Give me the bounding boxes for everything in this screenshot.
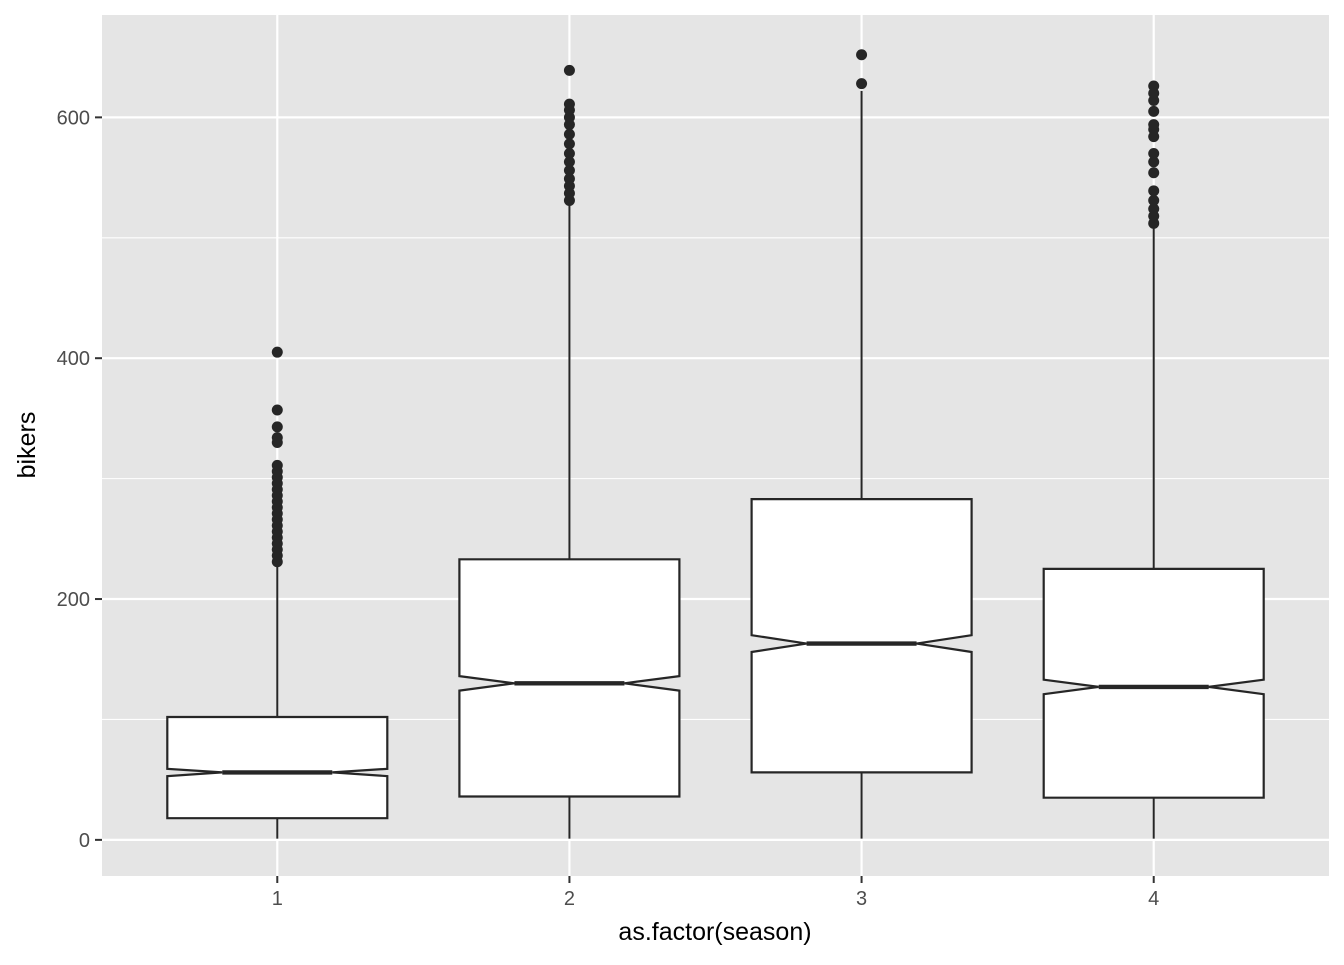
outlier-point	[563, 173, 575, 185]
outlier-point	[563, 147, 575, 159]
notched-box	[1042, 567, 1265, 799]
notched-box	[166, 715, 389, 820]
outlier-point	[1148, 167, 1160, 179]
outlier-point	[1148, 105, 1160, 117]
outlier-point	[271, 404, 283, 416]
outlier-point	[856, 78, 868, 90]
outlier-point	[271, 346, 283, 358]
outlier-point	[856, 49, 868, 61]
outlier-point	[563, 98, 575, 110]
x-tick-label: 4	[1148, 888, 1159, 910]
outlier-point	[563, 156, 575, 168]
box-group-3	[750, 49, 973, 839]
y-tick-label: 0	[79, 830, 90, 852]
notched-box	[750, 498, 973, 774]
box-layer	[166, 49, 1265, 839]
y-axis: 0 200 400 600	[57, 107, 102, 852]
notched-box	[458, 558, 681, 798]
outlier-point	[1148, 194, 1160, 206]
outlier-point	[1148, 80, 1160, 92]
box-group-4	[1042, 80, 1265, 839]
outlier-point	[1148, 185, 1160, 197]
y-tick-label: 600	[57, 107, 90, 129]
outlier-point	[1148, 147, 1160, 159]
outlier-point	[1148, 119, 1160, 131]
outlier-point	[271, 459, 283, 471]
outlier-point	[563, 138, 575, 150]
y-tick-label: 400	[57, 348, 90, 370]
y-axis-title: bikers	[13, 412, 41, 479]
x-tick-label: 3	[856, 888, 867, 910]
outlier-point	[271, 421, 283, 433]
outlier-point	[563, 128, 575, 140]
outlier-point	[1148, 156, 1160, 168]
box-group-2	[458, 64, 681, 839]
outlier-point	[563, 64, 575, 76]
outlier-point	[1148, 203, 1160, 215]
x-axis: 1 2 3 4	[272, 876, 1159, 910]
outlier-point	[563, 164, 575, 176]
box-group-1	[166, 346, 389, 839]
y-tick-label: 200	[57, 589, 90, 611]
x-axis-title: as.factor(season)	[618, 918, 811, 946]
x-tick-label: 1	[272, 888, 283, 910]
x-tick-label: 2	[564, 888, 575, 910]
outlier-point	[271, 432, 283, 444]
